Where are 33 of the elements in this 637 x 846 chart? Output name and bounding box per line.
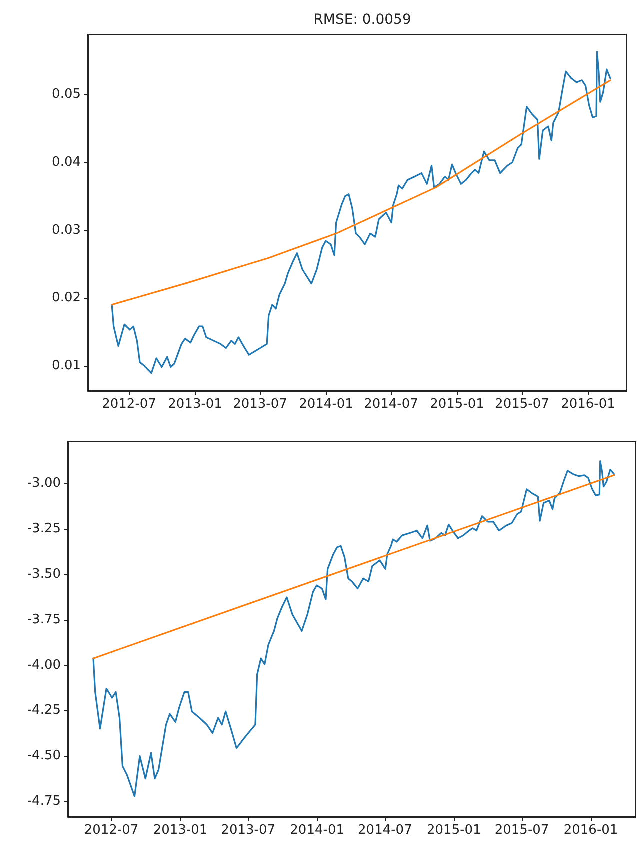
x-tick-label: 2016-01 bbox=[561, 397, 616, 412]
line-series bbox=[92, 460, 616, 798]
y-tick-label: 0.01 bbox=[52, 358, 81, 374]
x-tick-label: 2012-07 bbox=[84, 823, 139, 838]
x-tick-label: 2013-01 bbox=[168, 397, 222, 412]
x-tick-label: 2015-01 bbox=[430, 397, 484, 412]
y-tick-label: -3.75 bbox=[27, 612, 61, 628]
x-tick-label: 2016-01 bbox=[564, 823, 618, 838]
x-tick-label: 2014-07 bbox=[364, 397, 418, 412]
y-tick-label: -4.50 bbox=[27, 748, 61, 764]
x-tick-label: 2012-07 bbox=[102, 397, 156, 412]
x-tick-label: 2015-07 bbox=[494, 823, 550, 838]
x-tick-label: 2013-01 bbox=[153, 823, 208, 838]
x-tick-label: 2014-07 bbox=[358, 823, 412, 838]
x-tick-label: 2015-01 bbox=[427, 823, 482, 838]
y-tick-label: -3.50 bbox=[27, 566, 61, 582]
y-tick-label: -3.00 bbox=[27, 476, 61, 492]
x-tick-label: 2015-07 bbox=[495, 397, 550, 412]
y-tick-label: -3.25 bbox=[27, 522, 61, 537]
x-tick-label: 2013-07 bbox=[221, 823, 276, 838]
x-tick-label: 2013-07 bbox=[233, 397, 288, 412]
x-tick-label: 2014-01 bbox=[299, 397, 354, 412]
y-tick-label: 0.02 bbox=[52, 290, 81, 306]
y-tick-label: -4.00 bbox=[27, 658, 61, 673]
line-series bbox=[111, 80, 612, 306]
y-tick-label: 0.03 bbox=[52, 222, 81, 238]
chart-title: RMSE: 0.0059 bbox=[314, 12, 412, 28]
y-tick-label: 0.05 bbox=[52, 87, 81, 102]
y-tick-label: 0.04 bbox=[52, 154, 81, 170]
x-tick-label: 2014-01 bbox=[290, 823, 344, 838]
y-tick-label: -4.25 bbox=[27, 703, 61, 718]
y-tick-label: -4.75 bbox=[27, 794, 61, 810]
line-series bbox=[111, 51, 612, 374]
